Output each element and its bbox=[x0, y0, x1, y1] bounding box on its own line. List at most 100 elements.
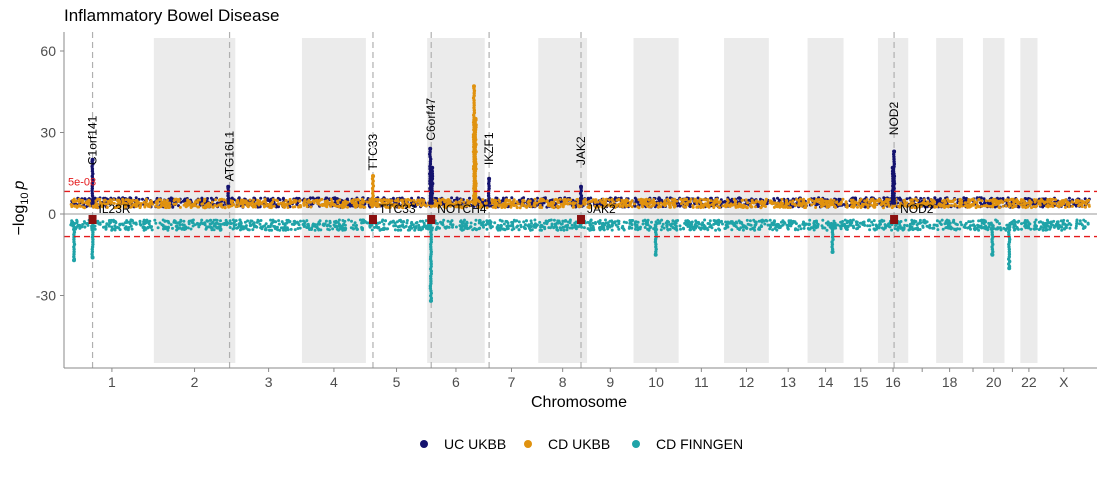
data-point bbox=[418, 226, 421, 229]
data-point bbox=[235, 201, 238, 204]
data-point bbox=[550, 219, 553, 222]
data-point bbox=[763, 223, 766, 226]
data-point bbox=[1079, 200, 1082, 203]
data-point bbox=[264, 199, 267, 202]
data-point bbox=[914, 198, 917, 201]
data-point bbox=[726, 221, 729, 224]
data-point bbox=[235, 227, 238, 230]
data-point bbox=[870, 198, 873, 201]
data-point bbox=[235, 219, 238, 222]
data-point bbox=[694, 223, 697, 226]
data-point bbox=[489, 224, 492, 227]
data-point bbox=[685, 198, 688, 201]
data-point bbox=[217, 222, 220, 225]
data-point bbox=[1027, 223, 1030, 226]
data-point bbox=[147, 205, 150, 208]
data-point bbox=[130, 201, 133, 204]
data-point bbox=[411, 223, 414, 226]
data-point bbox=[130, 225, 133, 228]
data-point bbox=[291, 201, 294, 204]
data-point bbox=[273, 220, 276, 223]
data-point bbox=[958, 202, 961, 205]
data-point bbox=[533, 219, 536, 222]
data-point bbox=[175, 224, 178, 227]
data-point bbox=[458, 224, 461, 227]
data-point bbox=[739, 205, 742, 208]
data-point bbox=[633, 202, 636, 205]
data-point bbox=[985, 199, 988, 202]
data-point bbox=[1052, 220, 1055, 223]
data-point bbox=[983, 227, 986, 230]
data-point bbox=[1068, 197, 1071, 200]
data-point bbox=[265, 222, 268, 225]
data-point bbox=[131, 228, 134, 231]
data-point bbox=[781, 202, 784, 205]
data-point bbox=[738, 219, 741, 222]
data-point bbox=[534, 198, 537, 201]
data-point bbox=[638, 206, 641, 209]
data-point bbox=[213, 228, 216, 231]
data-point bbox=[975, 206, 978, 209]
data-point bbox=[397, 198, 400, 201]
data-point bbox=[942, 228, 945, 231]
data-point bbox=[224, 206, 227, 209]
data-point bbox=[481, 198, 484, 201]
data-point bbox=[900, 220, 903, 223]
data-point bbox=[312, 223, 315, 226]
data-point bbox=[922, 226, 925, 229]
data-point bbox=[656, 202, 659, 205]
data-point bbox=[553, 199, 556, 202]
data-point bbox=[455, 226, 458, 229]
data-point bbox=[406, 219, 409, 222]
data-point bbox=[843, 223, 846, 226]
data-point bbox=[423, 224, 426, 227]
data-point bbox=[292, 206, 295, 209]
data-point bbox=[936, 199, 939, 202]
data-point bbox=[657, 206, 660, 209]
data-point bbox=[1035, 205, 1038, 208]
data-point bbox=[557, 222, 560, 225]
data-point bbox=[484, 223, 487, 226]
data-point bbox=[272, 198, 275, 201]
data-point bbox=[158, 198, 161, 201]
data-point bbox=[915, 227, 918, 230]
data-point bbox=[673, 203, 676, 206]
data-point bbox=[813, 229, 816, 232]
data-point bbox=[773, 219, 776, 222]
data-point bbox=[450, 196, 453, 199]
data-point bbox=[682, 227, 685, 230]
data-point bbox=[646, 228, 649, 231]
data-point bbox=[303, 224, 306, 227]
data-point bbox=[569, 202, 572, 205]
data-point bbox=[948, 204, 951, 207]
data-point bbox=[260, 219, 263, 222]
data-point bbox=[706, 228, 709, 231]
data-point bbox=[179, 219, 182, 222]
data-point bbox=[564, 220, 567, 223]
data-point bbox=[955, 204, 958, 207]
data-point bbox=[830, 203, 833, 206]
data-point bbox=[266, 203, 269, 206]
data-point bbox=[734, 203, 737, 206]
data-point bbox=[690, 198, 693, 201]
data-point bbox=[250, 204, 253, 207]
data-point bbox=[333, 197, 336, 200]
data-point bbox=[145, 221, 148, 224]
data-point bbox=[604, 219, 607, 222]
data-point bbox=[303, 200, 306, 203]
data-point bbox=[834, 206, 837, 209]
data-point bbox=[980, 199, 983, 202]
data-point bbox=[145, 227, 148, 230]
data-point bbox=[764, 205, 767, 208]
data-point bbox=[940, 223, 943, 226]
data-point bbox=[884, 200, 887, 203]
data-point bbox=[992, 200, 995, 203]
data-point bbox=[516, 206, 519, 209]
data-point bbox=[163, 220, 166, 223]
data-point bbox=[597, 220, 600, 223]
data-point bbox=[646, 221, 649, 224]
data-point bbox=[290, 228, 293, 231]
data-point bbox=[1023, 200, 1026, 203]
data-point bbox=[611, 221, 614, 224]
